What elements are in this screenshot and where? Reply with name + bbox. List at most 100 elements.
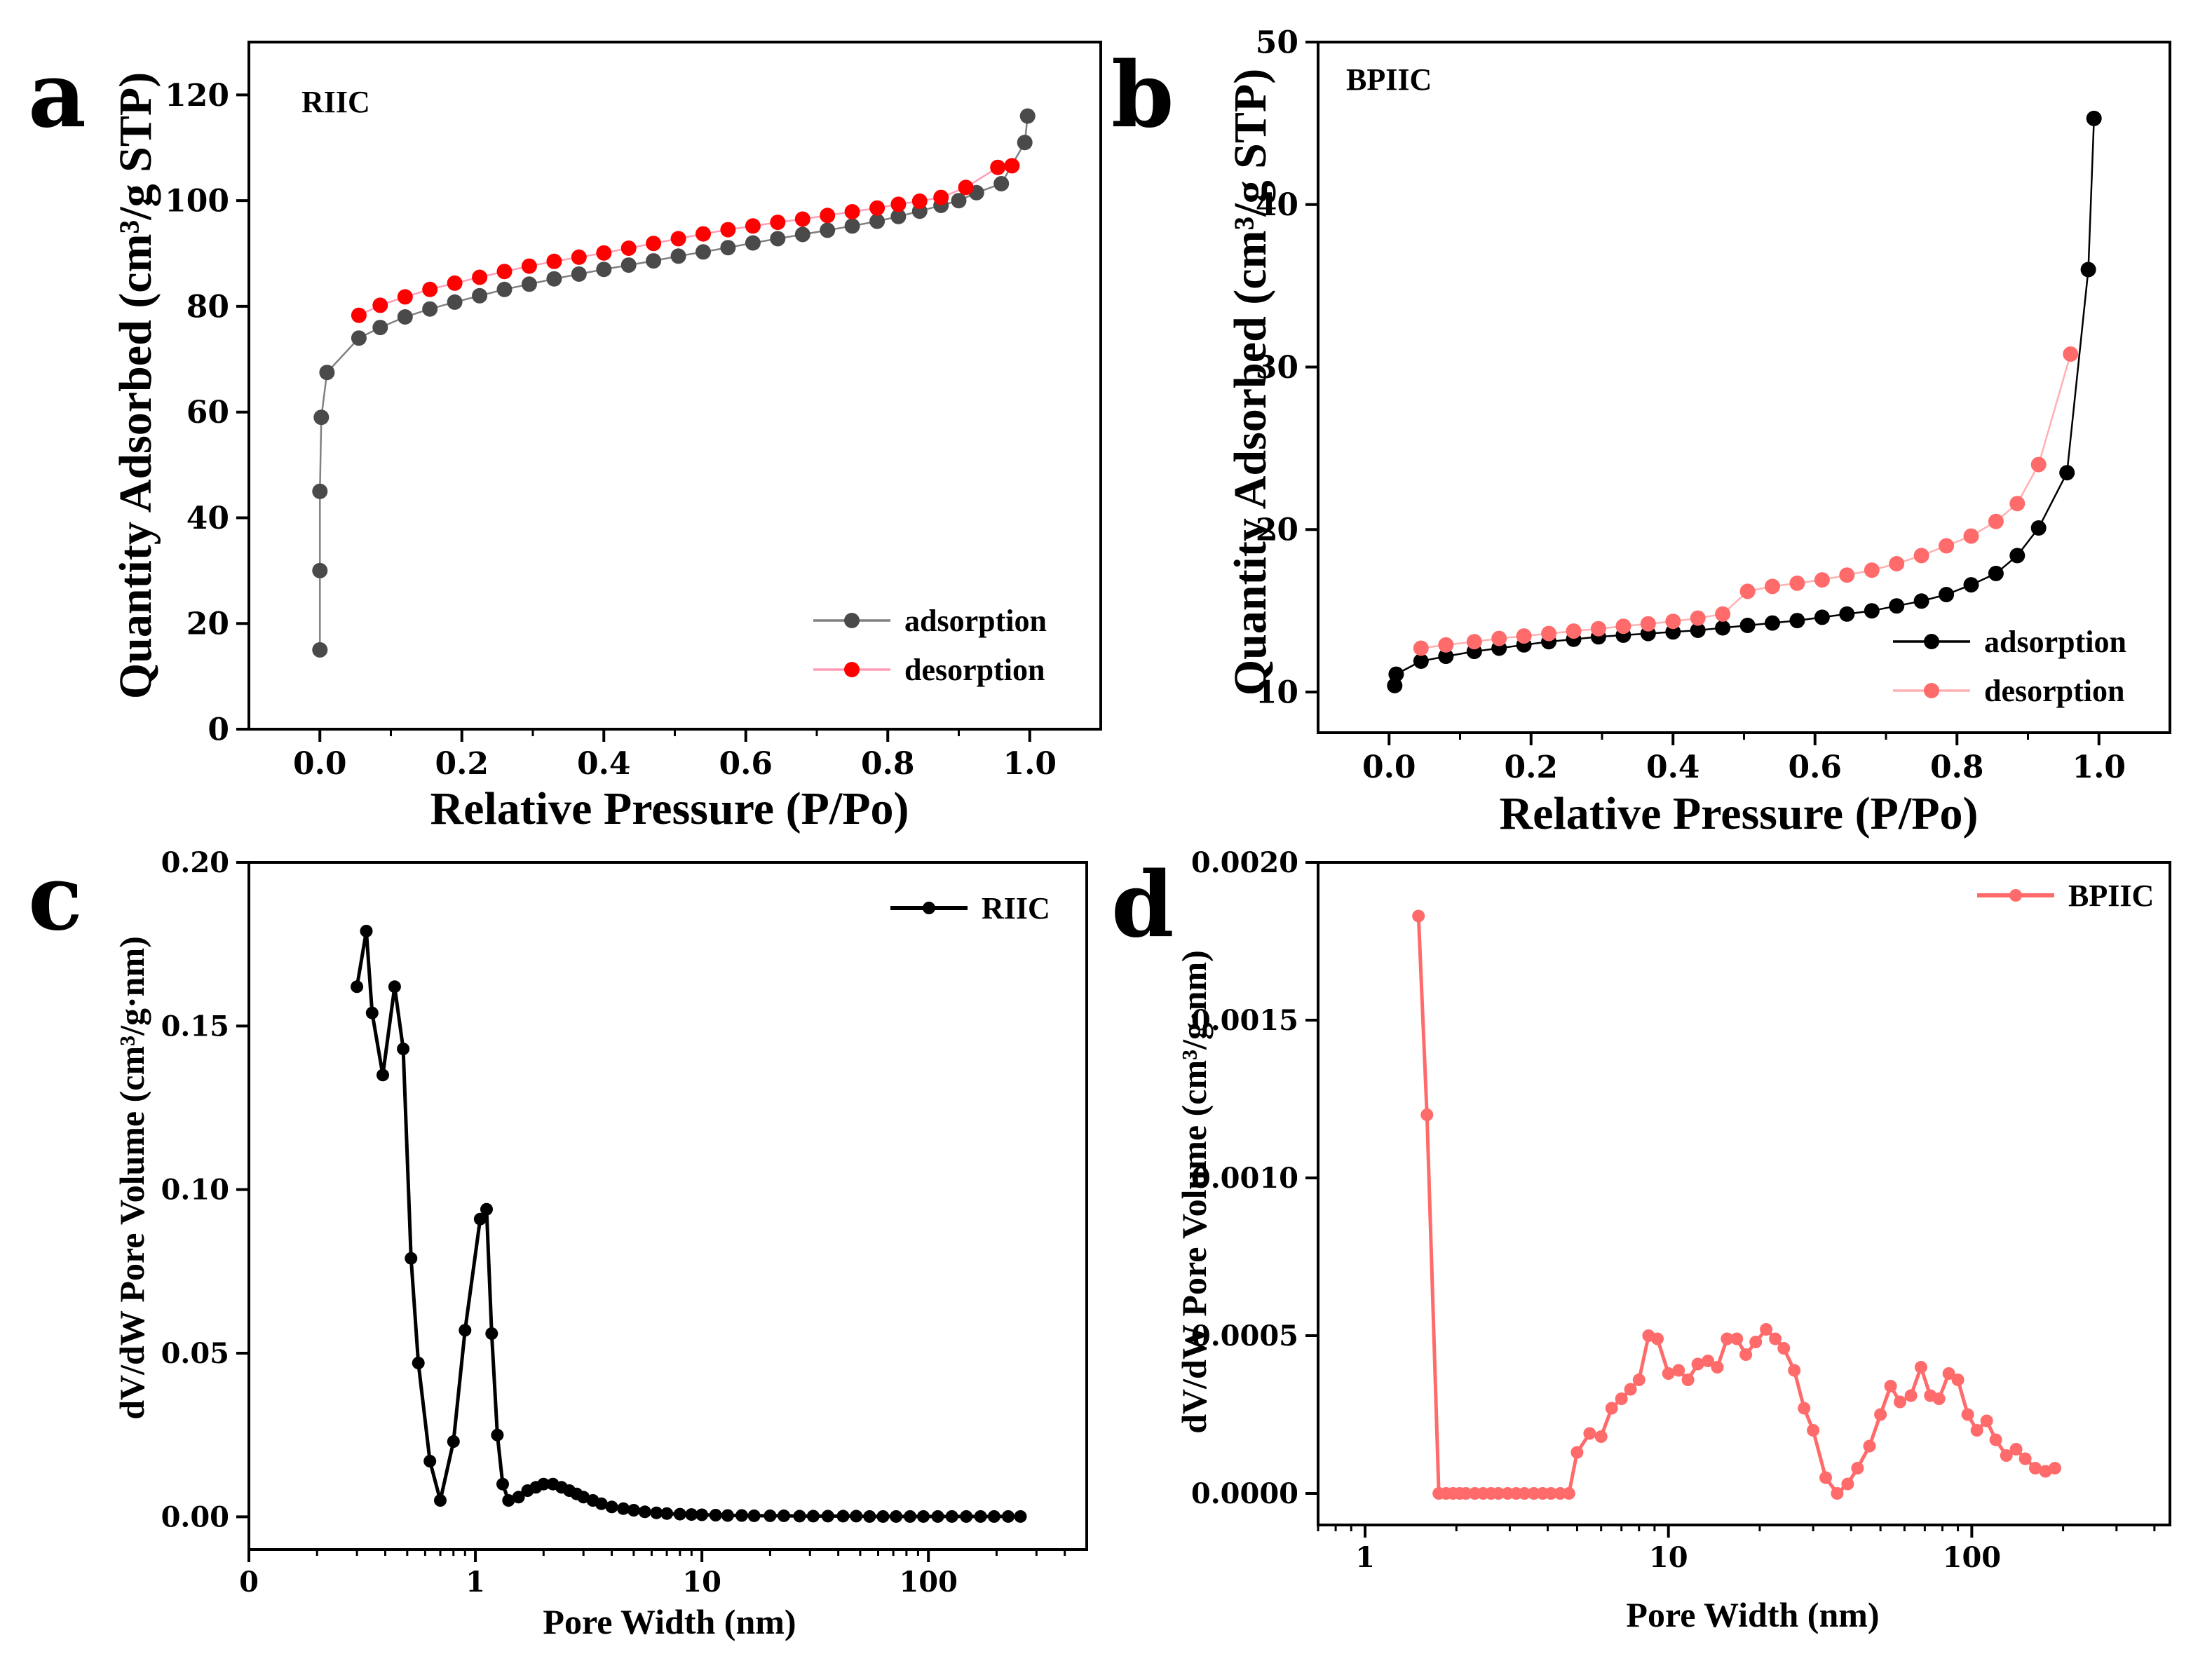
y-tick-label: 50 — [1256, 25, 1298, 60]
data-point-adsorption — [313, 409, 330, 426]
data-point-desorption — [447, 275, 463, 291]
data-point-desorption — [1988, 513, 2004, 529]
y-tick-label: 0.0015 — [1191, 1004, 1298, 1037]
data-point-desorption — [770, 215, 786, 231]
data-point-desorption — [1963, 528, 1979, 544]
data-point-BPIIC — [1570, 1446, 1584, 1459]
data-point-desorption — [2030, 456, 2047, 473]
data-point-BPIIC — [1412, 909, 1425, 923]
data-point-BPIIC — [1819, 1471, 1832, 1484]
data-point-RIIC — [397, 1043, 410, 1055]
x-tick-label: 0.4 — [1646, 750, 1700, 785]
data-point-adsorption — [1665, 624, 1681, 640]
data-point-adsorption — [312, 642, 328, 658]
data-point-desorption — [1765, 578, 1780, 595]
data-point-BPIIC — [1730, 1332, 1744, 1345]
legend-entry-adsorption: adsorption — [813, 604, 1047, 638]
panel-letter-c: c — [28, 846, 83, 951]
y-axis-title-d: dV/dW Pore Volume (cm³/g·nm) — [1174, 950, 1214, 1434]
data-point-RIIC — [987, 1510, 1000, 1523]
data-point-RIIC — [709, 1509, 722, 1521]
data-point-desorption — [1814, 572, 1830, 588]
data-point-desorption — [1939, 538, 1955, 554]
data-point-desorption — [1566, 623, 1582, 639]
data-point-BPIIC — [1624, 1383, 1637, 1396]
data-point-desorption — [990, 159, 1006, 175]
data-point-adsorption — [890, 208, 907, 224]
data-point-adsorption — [2059, 465, 2075, 481]
data-point-BPIIC — [1841, 1477, 1854, 1491]
data-point-RIIC — [376, 1069, 389, 1082]
data-point-desorption — [745, 218, 761, 234]
data-point-BPIIC — [1760, 1323, 1773, 1336]
data-point-desorption — [521, 258, 537, 274]
data-point-BPIIC — [1721, 1332, 1734, 1345]
x-tick-label: 0.6 — [1788, 750, 1842, 785]
data-point-BPIIC — [1788, 1364, 1801, 1377]
data-point-desorption — [397, 289, 413, 305]
data-point-adsorption — [2030, 520, 2047, 536]
plot-c: 0 1 10 100 0.00 0.05 0.10 0.15 0.20 RIIC — [161, 846, 1088, 1599]
legend-marker — [844, 613, 860, 628]
data-point-RIIC — [917, 1510, 930, 1523]
data-point-BPIIC — [2018, 1452, 2032, 1465]
data-point-desorption — [933, 189, 949, 205]
data-point-adsorption — [745, 235, 761, 251]
data-point-desorption — [1640, 616, 1656, 632]
data-point-BPIIC — [1420, 1108, 1434, 1121]
data-point-adsorption — [720, 240, 736, 256]
y-axis-title-c: dV/dW Pore Volume (cm³/g·nm) — [112, 936, 151, 1420]
data-point-adsorption — [2080, 262, 2096, 278]
data-point-RIIC — [434, 1494, 447, 1507]
data-point-desorption — [351, 307, 367, 323]
inner-label-b: BPIIC — [1346, 62, 1432, 97]
data-point-RIIC — [945, 1510, 958, 1523]
data-point-RIIC — [735, 1509, 748, 1522]
data-point-BPIIC — [1749, 1336, 1763, 1348]
data-point-BPIIC — [1545, 1487, 1558, 1500]
data-point-BPIIC — [1605, 1402, 1618, 1415]
legend-entry-BPIIC: BPIIC — [1977, 879, 2154, 913]
data-point-RIIC — [960, 1510, 973, 1523]
data-point-RIIC — [360, 925, 373, 937]
panel-letter-d: d — [1111, 853, 1174, 958]
data-point-RIIC — [405, 1252, 418, 1265]
data-point-adsorption — [844, 218, 860, 234]
y-tick-label: 120 — [165, 78, 229, 114]
data-point-adsorption — [670, 248, 686, 264]
data-point-RIIC — [595, 1497, 608, 1510]
data-point-desorption — [696, 226, 711, 242]
x-tick-label: 10 — [682, 1566, 721, 1599]
data-point-desorption — [596, 245, 612, 261]
data-point-adsorption — [1438, 649, 1454, 665]
data-point-adsorption — [1765, 615, 1780, 631]
data-point-RIIC — [485, 1327, 498, 1340]
data-point-BPIIC — [1961, 1408, 1974, 1421]
legend-label: desorption — [904, 653, 1045, 687]
data-point-RIIC — [793, 1510, 806, 1523]
data-point-adsorption — [1814, 609, 1830, 625]
data-point-BPIIC — [1874, 1408, 1887, 1421]
data-point-adsorption — [646, 253, 662, 269]
data-point-desorption — [844, 204, 860, 219]
data-point-RIIC — [351, 980, 364, 994]
data-point-RIIC — [605, 1500, 618, 1514]
data-point-RIIC — [617, 1502, 630, 1515]
legend-marker — [1924, 683, 1939, 698]
data-point-RIIC — [778, 1509, 790, 1522]
data-point-BPIIC — [1970, 1424, 1983, 1437]
plot-b: 0.0 0.2 0.4 0.6 0.8 1.0 10 20 30 40 50 adsorption de… — [1256, 25, 2171, 785]
x-tick-label: 0.0 — [293, 746, 347, 782]
legend-marker — [844, 662, 860, 677]
data-point-RIIC — [685, 1508, 698, 1521]
data-point-adsorption — [1913, 593, 1929, 609]
data-point-BPIIC — [1863, 1439, 1876, 1453]
data-point-RIIC — [890, 1510, 903, 1523]
data-point-adsorption — [1388, 666, 1404, 682]
y-tick-label: 0.0010 — [1191, 1162, 1298, 1195]
panel-letter-a: a — [28, 43, 86, 148]
legend-marker — [923, 902, 935, 914]
data-point-desorption — [1789, 575, 1805, 591]
data-point-adsorption — [596, 262, 612, 278]
y-tick-label: 80 — [186, 289, 229, 325]
